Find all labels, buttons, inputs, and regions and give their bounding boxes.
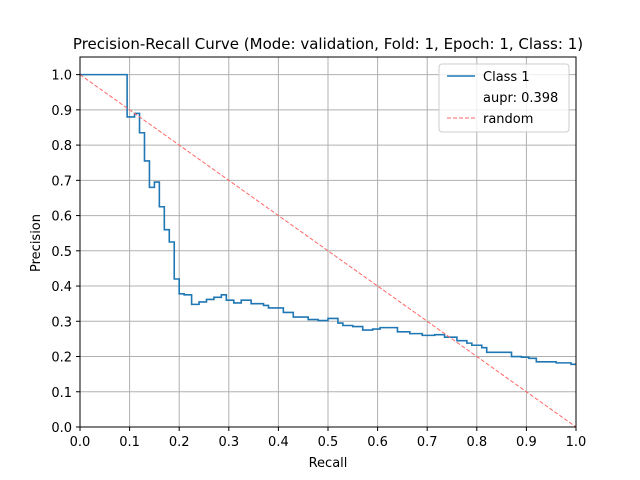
x-tick-label: 0.8 bbox=[466, 435, 487, 450]
legend: Class 1 aupr: 0.398 random bbox=[438, 63, 570, 133]
y-tick-label: 0.4 bbox=[51, 280, 72, 295]
x-tick-label: 0.4 bbox=[268, 435, 289, 450]
x-axis-label: Recall bbox=[309, 456, 348, 471]
y-tick-label: 0.5 bbox=[51, 245, 72, 260]
class-1-pr-line bbox=[80, 73, 576, 366]
x-tick-label: 0.0 bbox=[70, 435, 91, 450]
y-tick-label: 0.9 bbox=[51, 104, 72, 119]
x-tick-label: 0.7 bbox=[417, 435, 438, 450]
y-tick-label: 0.6 bbox=[51, 210, 72, 225]
y-axis-label: Precision bbox=[29, 214, 44, 272]
y-tick-label: 0.1 bbox=[51, 386, 72, 401]
y-tick-label: 0.3 bbox=[51, 315, 72, 330]
x-tick-label: 0.9 bbox=[516, 435, 537, 450]
x-tick-label: 0.5 bbox=[318, 435, 339, 450]
plot-series bbox=[79, 73, 577, 428]
y-tick-label: 0.0 bbox=[51, 421, 72, 436]
y-tick-label: 0.7 bbox=[51, 174, 72, 189]
x-tick-label: 0.2 bbox=[169, 435, 190, 450]
legend-entry-label: aupr: 0.398 bbox=[483, 91, 558, 106]
chart-title: Precision-Recall Curve (Mode: validation… bbox=[73, 35, 583, 53]
x-tick-label: 0.3 bbox=[218, 435, 239, 450]
legend-box bbox=[438, 63, 570, 133]
y-tick-label: 0.2 bbox=[51, 351, 72, 366]
x-tick-label: 1.0 bbox=[566, 435, 587, 450]
x-tick-label: 0.1 bbox=[119, 435, 140, 450]
y-tick-label: 1.0 bbox=[51, 69, 72, 84]
x-axis-ticks: 0.0 0.1 0.2 0.3 0.4 0.5 0.6 0.7 0.8 0.9 1.0 bbox=[70, 427, 587, 450]
x-tick-label: 0.6 bbox=[367, 435, 388, 450]
legend-entry-label: random bbox=[483, 112, 533, 127]
y-axis-ticks: 0.0 0.1 0.2 0.3 0.4 0.5 0.6 0.7 0.8 0.9 1.0 bbox=[51, 69, 80, 436]
y-tick-label: 0.8 bbox=[51, 139, 72, 154]
legend-entry-label: Class 1 bbox=[483, 70, 530, 85]
random-baseline-line bbox=[79, 74, 577, 428]
